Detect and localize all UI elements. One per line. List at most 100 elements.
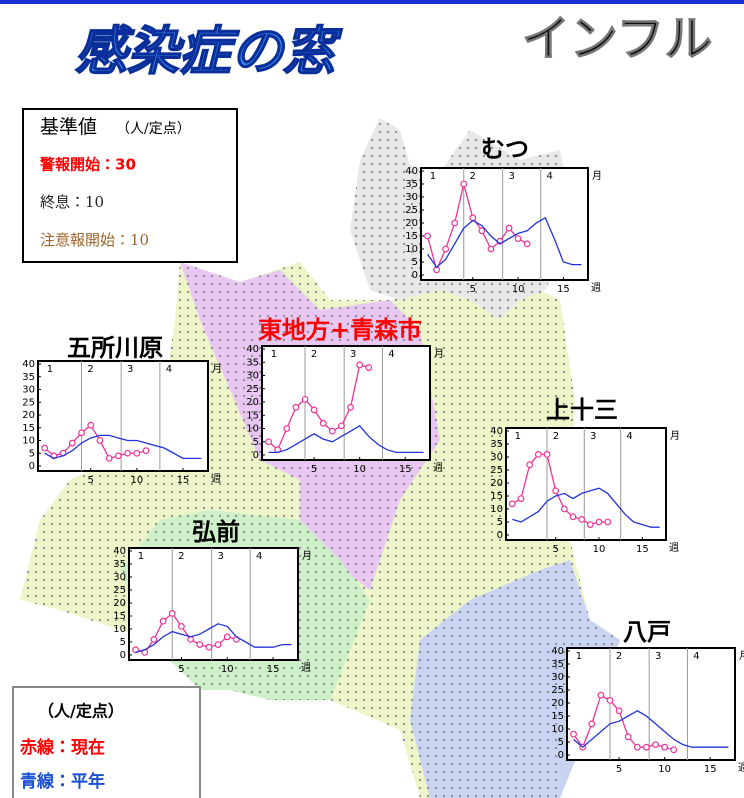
current-point <box>604 518 612 526</box>
current-point <box>624 733 632 741</box>
y-tick-label: 20 <box>490 478 503 489</box>
x-tick-label: 10 <box>593 544 606 555</box>
y-tick-label: 40 <box>551 646 564 657</box>
current-point <box>78 429 85 437</box>
week-unit: 週 <box>211 473 221 485</box>
current-point <box>560 505 568 513</box>
current-point <box>597 691 605 699</box>
x-tick-label: 15 <box>704 764 717 775</box>
current-point <box>365 364 373 371</box>
current-point <box>310 406 318 414</box>
legend-box <box>12 686 201 798</box>
x-tick-label: 10 <box>130 475 143 486</box>
y-tick-label: 35 <box>405 179 418 190</box>
y-tick-label: 35 <box>246 357 259 368</box>
mini-chart: 上十三 1 2 3 4 月週 0 5 10 15 20 25 30 35 40 5 10 15 <box>490 396 680 555</box>
current-point <box>534 451 542 458</box>
mini-chart: 八戸 1 2 3 4 月週 0 5 10 15 20 25 30 35 40 5 10 15 <box>551 618 744 775</box>
week-unit: 週 <box>669 542 679 554</box>
current-point <box>133 449 141 457</box>
y-tick-label: 5 <box>29 448 35 459</box>
month-label: 4 <box>166 364 172 375</box>
y-tick-label: 10 <box>22 436 35 447</box>
y-tick-label: 20 <box>246 397 259 408</box>
week-unit: 週 <box>433 462 443 474</box>
current-point <box>356 361 364 369</box>
normal-line <box>512 487 660 528</box>
current-point <box>615 707 623 715</box>
current-point <box>124 449 132 457</box>
y-tick-label: 0 <box>120 650 126 661</box>
current-point <box>478 227 486 235</box>
current-point <box>196 641 204 648</box>
current-point <box>670 746 678 754</box>
x-tick-label: 5 <box>616 764 622 775</box>
month-label: 1 <box>576 651 582 662</box>
x-tick-label: 5 <box>178 664 184 675</box>
current-point <box>570 730 577 738</box>
y-tick-label: 40 <box>113 546 126 557</box>
current-point <box>588 720 596 728</box>
current-point <box>96 437 104 444</box>
x-tick-label: 15 <box>267 664 280 675</box>
month-unit: 月 <box>670 430 680 442</box>
standard-line: 警報開始：30 <box>39 156 136 174</box>
y-tick-label: 10 <box>246 424 259 435</box>
current-point <box>424 232 431 240</box>
month-label: 3 <box>127 364 133 375</box>
standard-line: 終息：10 <box>40 193 104 211</box>
month-label: 4 <box>626 431 632 442</box>
normal-line <box>426 216 582 269</box>
current-point <box>150 636 158 643</box>
current-point <box>68 439 76 447</box>
current-point <box>460 180 468 188</box>
x-tick-label: 5 <box>311 464 317 475</box>
x-tick-label: 10 <box>658 764 671 775</box>
standard-box <box>22 108 238 263</box>
y-tick-label: 25 <box>22 397 35 408</box>
current-point <box>301 395 309 403</box>
month-label: 3 <box>655 651 661 662</box>
x-tick-label: 5 <box>552 544 558 555</box>
current-point <box>526 461 534 469</box>
mini-chart: 東地方+青森市 1 2 3 4 月週 0 5 10 15 20 25 30 35 40 5 10 15 <box>246 316 444 475</box>
top-bar <box>0 0 744 4</box>
y-tick-label: 5 <box>120 637 126 648</box>
current-point <box>487 245 495 253</box>
month-label: 1 <box>515 431 521 442</box>
current-point <box>523 240 531 248</box>
y-tick-label: 30 <box>490 452 503 463</box>
current-point <box>661 743 669 751</box>
y-tick-label: 25 <box>490 465 503 476</box>
y-tick-label: 20 <box>551 698 564 709</box>
current-point <box>633 743 641 751</box>
y-tick-label: 40 <box>22 359 35 370</box>
y-tick-label: 40 <box>246 344 259 355</box>
legend-red: 赤線：現在 <box>19 737 105 758</box>
month-unit: 月 <box>592 170 602 182</box>
week-unit: 週 <box>738 762 744 774</box>
y-tick-label: 0 <box>412 270 418 281</box>
y-tick-label: 35 <box>22 372 35 383</box>
y-tick-label: 5 <box>253 437 259 448</box>
y-tick-label: 10 <box>551 724 564 735</box>
y-tick-label: 10 <box>113 624 126 635</box>
current-point <box>505 224 513 232</box>
chart-box <box>566 647 736 761</box>
standard-line: 注意報開始：10 <box>40 231 149 249</box>
x-tick-label: 15 <box>399 464 412 475</box>
normal-line <box>573 710 729 749</box>
y-tick-label: 0 <box>497 530 503 541</box>
current-point <box>105 454 113 462</box>
month-unit: 月 <box>302 550 312 562</box>
month-unit: 月 <box>212 363 222 375</box>
y-tick-label: 35 <box>113 559 126 570</box>
y-tick-label: 0 <box>29 461 35 472</box>
month-label: 4 <box>693 651 699 662</box>
chart-box <box>505 427 667 541</box>
y-tick-label: 35 <box>551 659 564 670</box>
y-tick-label: 10 <box>490 504 503 515</box>
month-label: 3 <box>350 349 356 360</box>
